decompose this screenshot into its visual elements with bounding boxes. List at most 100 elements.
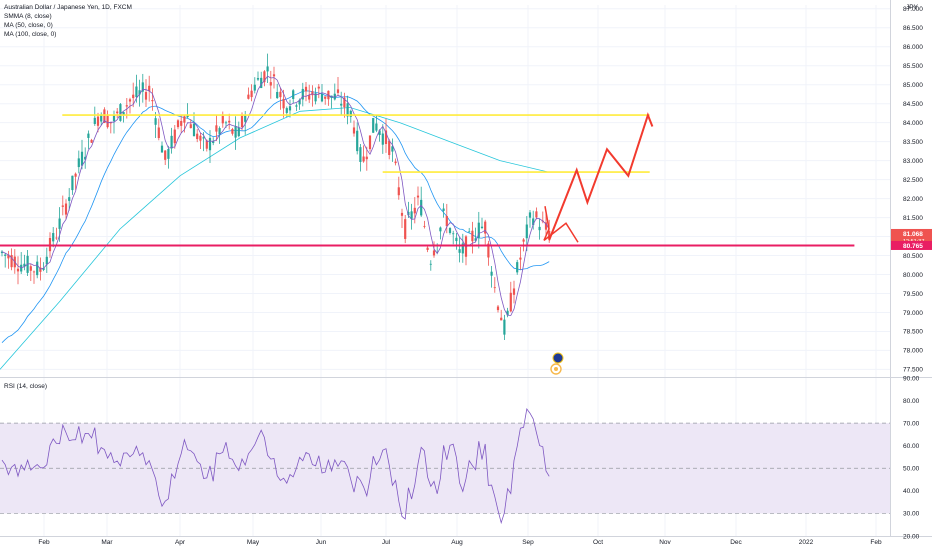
candle-body-143: [458, 249, 461, 253]
candle-body-135: [432, 250, 436, 256]
candle-body-119: [381, 133, 384, 145]
rsi-tick-4: 50.00: [903, 466, 920, 473]
candle-body-49: [157, 127, 160, 139]
price-tick-7: 83.500: [903, 139, 923, 146]
candle-body-73: [234, 126, 237, 138]
last-price-value: 81.068: [903, 231, 923, 238]
price-tick-11: 81.500: [903, 215, 923, 222]
candle-body-91: [292, 90, 295, 99]
candle-body-40: [128, 99, 132, 102]
forecast-path[interactable]: [543, 112, 654, 243]
candle-body-88: [282, 98, 285, 109]
ma50-line: [1, 90, 550, 343]
legend-ma100[interactable]: MA (100, close, 0): [4, 31, 57, 38]
candle-body-110: [352, 127, 356, 134]
price-tick-16: 79.000: [903, 310, 923, 317]
candle-body-127: [407, 211, 410, 216]
candle-body-6: [20, 264, 23, 272]
candle-body-111: [356, 130, 359, 152]
rsi-tick-7: 20.00: [903, 533, 920, 540]
drawn-levels[interactable]: [0, 114, 855, 247]
candle-body-44: [141, 82, 144, 92]
candle-body-71: [228, 120, 231, 123]
candle-body-77: [247, 94, 250, 99]
candle-body-82: [263, 71, 266, 83]
candle-body-80: [256, 78, 260, 80]
candle-body-7: [23, 263, 26, 267]
candle-body-57: [183, 116, 186, 123]
candle-body-41: [132, 94, 135, 99]
ma50-path: [1, 90, 550, 343]
candle-body-21: [68, 197, 71, 201]
rsi-tick-1: 80.00: [903, 398, 920, 405]
candle-body-94: [301, 88, 304, 100]
candle-body-116: [372, 118, 375, 133]
rsi-legend[interactable]: RSI (14, close): [4, 383, 47, 390]
candle-body-31: [100, 115, 103, 122]
time-tick-9: Nov: [659, 539, 671, 546]
price-tick-13: 80.500: [903, 253, 923, 260]
candle-body-65: [208, 137, 212, 151]
price-axis[interactable]: 87.000 86.500 86.000 85.500 85.000 84.500 84.0…: [891, 4, 932, 374]
candle-body-20: [64, 203, 68, 215]
rsi-axis: 90.00 80.00 70.00 60.00 50.00 40.00 30.00 20.00: [903, 375, 920, 540]
candle-body-134: [429, 263, 432, 265]
candle-body-120: [384, 130, 388, 144]
candle-body-16: [52, 233, 55, 242]
event-flag-icon: [552, 352, 564, 364]
forecast-start: [543, 206, 579, 243]
candle-body-141: [452, 233, 455, 235]
candle-body-9: [29, 266, 32, 271]
symbol-title[interactable]: Australian Dollar / Japanese Yen, 1D, FX…: [4, 4, 132, 11]
candle-body-99: [317, 86, 320, 89]
candle-body-67: [215, 125, 218, 132]
price-tick-5: 84.500: [903, 101, 923, 108]
price-tick-17: 78.500: [903, 329, 923, 336]
price-tick-19: 77.500: [903, 367, 923, 374]
candle-body-126: [404, 219, 407, 239]
candles: [0, 53, 551, 340]
candle-body-166: [532, 218, 535, 226]
candle-body-106: [340, 103, 343, 106]
candle-body-117: [375, 123, 378, 131]
event-icons[interactable]: [550, 352, 564, 375]
price-tick-18: 78.000: [903, 348, 923, 355]
candle-body-53: [170, 135, 173, 149]
candle-body-164: [525, 224, 528, 239]
candle-body-115: [368, 135, 372, 150]
candle-body-2: [7, 254, 10, 259]
time-axis[interactable]: Feb Mar Apr May Jun Jul Aug Sep Oct Nov Dec 2022 Feb: [38, 539, 882, 546]
rsi-tick-6: 30.00: [903, 511, 920, 518]
candle-body-142: [455, 237, 458, 242]
smma-path: [1, 75, 550, 316]
ma100-path: [0, 107, 549, 370]
rsi-tick-5: 40.00: [903, 488, 920, 495]
candle-body-171: [548, 230, 551, 239]
candle-body-163: [522, 239, 525, 242]
candle-body-72: [231, 129, 234, 134]
candle-body-118: [378, 130, 381, 136]
candle-body-149: [477, 222, 480, 238]
candle-body-123: [394, 161, 397, 164]
rsi-pane: [0, 408, 890, 525]
legend-smma[interactable]: SMMA (8, close): [4, 13, 52, 20]
candle-body-68: [218, 128, 221, 135]
legend-ma50[interactable]: MA (50, close, 0): [4, 22, 53, 29]
candle-body-138: [442, 208, 445, 211]
candle-body-42: [135, 86, 138, 98]
candle-body-92: [295, 105, 298, 107]
candle-body-60: [192, 123, 196, 137]
candle-body-27: [87, 133, 90, 138]
rsi-line: [1, 408, 550, 525]
candle-body-30: [96, 116, 100, 126]
candle-body-51: [164, 150, 167, 160]
candle-body-129: [413, 207, 416, 214]
candle-body-139: [445, 216, 448, 227]
price-tick-3: 85.500: [903, 63, 923, 70]
candle-body-108: [346, 103, 349, 117]
candle-body-75: [240, 115, 244, 128]
candle-body-97: [311, 91, 314, 96]
candle-body-150: [480, 226, 484, 229]
forecast-zigzag: [548, 112, 654, 241]
